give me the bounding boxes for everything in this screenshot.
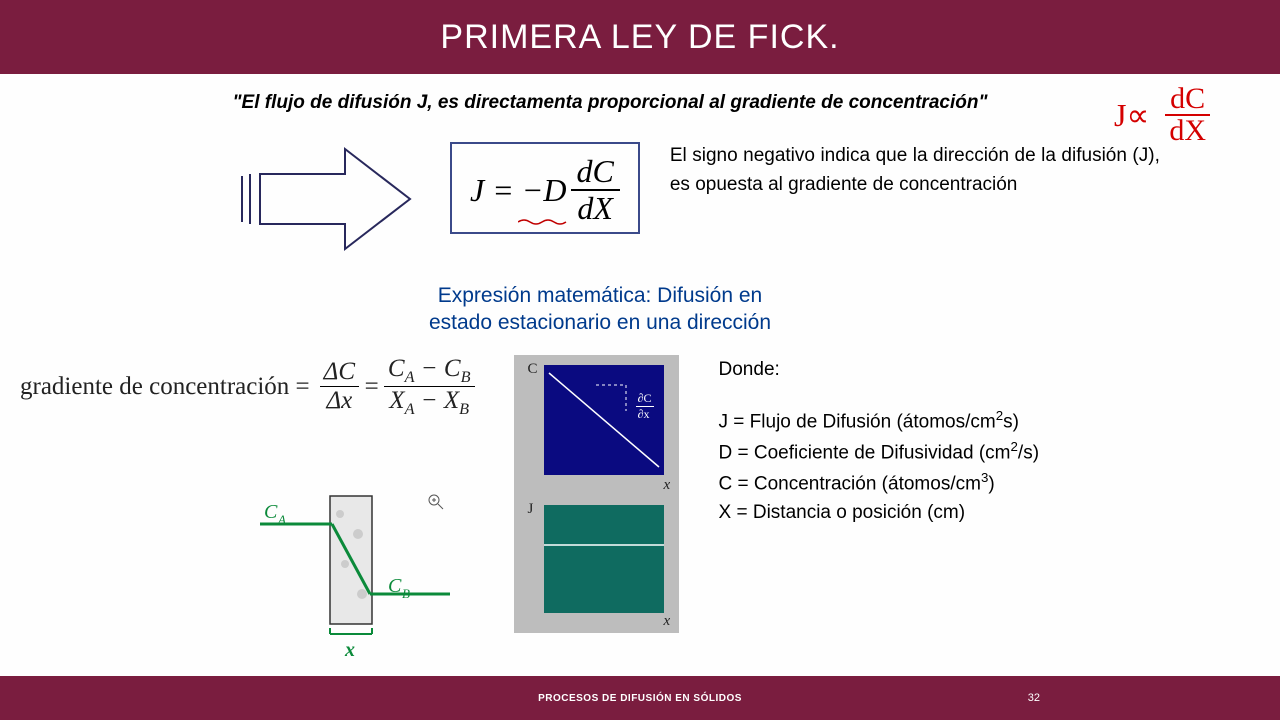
handwritten-formula: J∝ dC dX	[1114, 84, 1210, 146]
row-gradient: gradiente de concentración = ΔC Δx = CA …	[30, 355, 1250, 633]
hand-den: dX	[1165, 116, 1210, 146]
partial-label: ∂C ∂x	[636, 391, 654, 422]
graph-c-xlabel: x	[664, 477, 671, 494]
subtitle-line: Expresión matemática: Difusión en estado…	[429, 284, 771, 334]
gradient-equation: gradiente de concentración = ΔC Δx = CA …	[20, 355, 479, 419]
hand-num: dC	[1165, 84, 1210, 116]
slide-title: PRIMERA LEY DE FICK.	[440, 18, 839, 57]
svg-text:x: x	[344, 639, 355, 661]
gf1-den: Δx	[320, 387, 359, 416]
quote-text: "El flujo de difusión J, es directamenta…	[0, 92, 1250, 114]
where-item-d: D = Coeficiente de Difusividad (cm2/s)	[719, 437, 1040, 468]
where-title: Donde:	[719, 355, 1040, 384]
where-item-j: J = Flujo de Difusión (átomos/cm2s)	[719, 406, 1040, 437]
eq-lhs: J = −D	[470, 172, 567, 209]
gf2-den: XA − XB	[384, 387, 475, 419]
gradient-frac1: ΔC Δx	[320, 358, 359, 417]
svg-text:C: C	[264, 501, 278, 523]
graph-j-ylabel: J	[528, 501, 534, 518]
mini-graphs: C ∂C ∂x x J x	[514, 355, 679, 633]
arrow-shape	[230, 134, 420, 264]
fick-equation-box: J = −D dC dX	[450, 142, 640, 234]
row-equation: J = −D dC dX El signo negativo indica qu…	[30, 134, 1250, 264]
explanation-text: El signo negativo indica que la direcció…	[670, 142, 1160, 199]
eq-fraction: dC dX	[571, 154, 620, 226]
svg-text:B: B	[402, 586, 410, 601]
hand-lhs: J∝	[1114, 99, 1149, 131]
wavy-underline	[518, 218, 568, 226]
where-item-c: C = Concentración (átomos/cm3)	[719, 468, 1040, 499]
svg-text:A: A	[277, 512, 286, 527]
graph-flux	[544, 505, 664, 613]
gradient-label: gradiente de concentración =	[20, 373, 310, 401]
gf2-num: CA − CB	[384, 355, 475, 388]
where-item-x: X = Distancia o posición (cm)	[719, 498, 1040, 527]
graph-j-xlabel: x	[664, 613, 671, 630]
eq-num: dC	[571, 154, 620, 191]
slide-content: "El flujo de difusión J, es directamenta…	[0, 74, 1280, 676]
eq-den: dX	[571, 191, 620, 226]
gf1-num: ΔC	[320, 358, 359, 388]
membrane-diagram: C A C B x	[250, 484, 460, 669]
where-block: Donde: J = Flujo de Difusión (átomos/cm2…	[719, 355, 1040, 633]
hand-fraction: dC dX	[1165, 84, 1210, 146]
page-number: 32	[1028, 692, 1040, 704]
gradient-frac2: CA − CB XA − XB	[384, 355, 475, 419]
subtitle-text: Expresión matemática: Difusión en estado…	[0, 282, 1250, 337]
graph-concentration: ∂C ∂x	[544, 365, 664, 475]
slide-header: PRIMERA LEY DE FICK.	[0, 0, 1280, 74]
slide-footer: PROCESOS DE DIFUSIÓN EN SÓLIDOS 32	[0, 676, 1280, 720]
graph-c-ylabel: C	[528, 361, 538, 378]
svg-text:C: C	[388, 575, 402, 597]
footer-text: PROCESOS DE DIFUSIÓN EN SÓLIDOS	[538, 693, 742, 704]
